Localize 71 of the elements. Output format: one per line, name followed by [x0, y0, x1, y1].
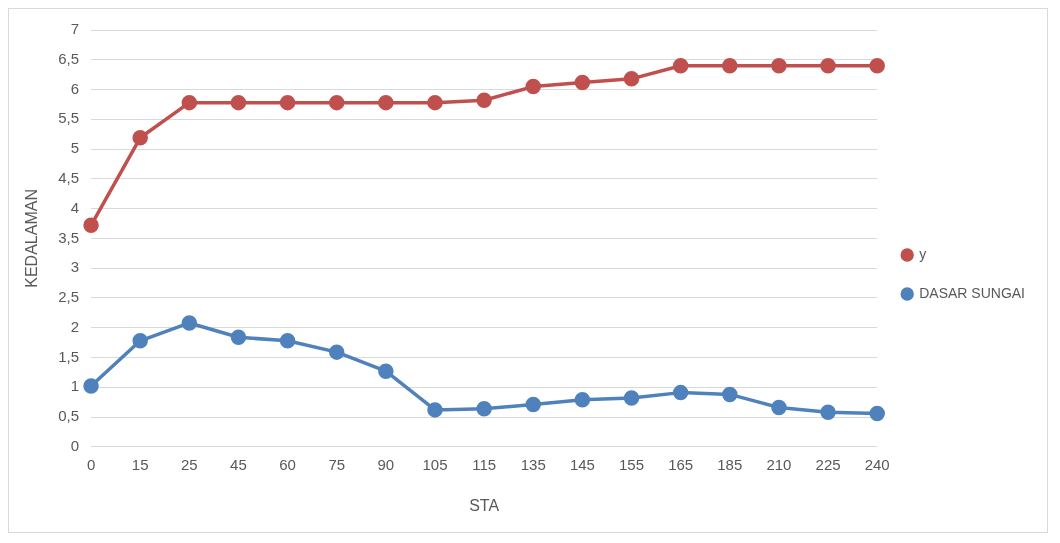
point — [83, 217, 99, 234]
point — [279, 333, 296, 349]
point — [132, 130, 148, 146]
point — [672, 57, 689, 74]
point — [378, 94, 394, 111]
y-axis-title: KEDALAMAN — [23, 189, 41, 288]
y-tick-label: 5,5 — [58, 109, 80, 127]
y-tick-label: 1,5 — [58, 347, 80, 365]
x-tick-label: 165 — [668, 455, 694, 473]
legend-label: DASAR SUNGAI — [919, 284, 1026, 301]
y-tick-label: 3 — [70, 258, 80, 276]
point — [722, 386, 738, 403]
x-tick-label: 25 — [180, 455, 198, 473]
point — [672, 384, 689, 401]
point — [328, 344, 345, 360]
y-tick-label: 0,5 — [58, 407, 80, 425]
point — [574, 392, 591, 408]
x-tick-label: 225 — [815, 455, 841, 473]
y-tick-label: 6,5 — [58, 49, 80, 67]
point — [230, 94, 247, 111]
x-tick-label: 105 — [422, 455, 448, 473]
x-tick-label: 135 — [520, 455, 546, 473]
point — [83, 378, 99, 394]
x-tick-label: 155 — [619, 455, 645, 473]
point — [820, 404, 836, 421]
y-tick-label: 2,5 — [58, 288, 80, 306]
point — [230, 329, 247, 345]
point — [771, 57, 787, 74]
x-tick-label: 115 — [472, 455, 497, 473]
y-tick-label: 7 — [70, 20, 80, 38]
point — [427, 402, 443, 418]
y-tick-label: 5 — [70, 139, 80, 157]
x-tick-label: 210 — [766, 455, 792, 473]
point — [623, 71, 640, 87]
point — [722, 57, 738, 74]
x-tick-label: 145 — [569, 455, 595, 473]
point — [279, 94, 296, 111]
x-tick-label: 185 — [717, 455, 743, 473]
x-tick-label: 0 — [86, 455, 96, 473]
x-tick-label: 15 — [131, 455, 149, 473]
x-tick-label: 75 — [328, 455, 346, 473]
point — [328, 94, 345, 111]
x-tick-label: 60 — [279, 455, 296, 473]
point — [771, 399, 787, 416]
y-tick-label: 6 — [70, 79, 80, 97]
y-tick-label: 1 — [70, 377, 80, 395]
point — [181, 315, 198, 331]
legend-label: y — [919, 245, 927, 262]
x-tick-label: 45 — [230, 455, 247, 473]
point — [427, 94, 443, 111]
chart-frame: STA KEDALAMAN y DASAR SUNGAI 0 15 25 45 60 75 90 105 115 135 145 155 165 185 210 225 240 0 0,5 1 1,5 2 2,5 3 3,5 4 4,5 5 5,5 6 6,5 7 — [8, 8, 1048, 533]
point — [132, 333, 148, 349]
point — [820, 57, 836, 74]
y-tick-label: 4,5 — [58, 169, 80, 186]
point — [623, 390, 640, 406]
y-tick-label: 2 — [70, 317, 80, 335]
point — [476, 400, 492, 417]
y-tick-label: 3,5 — [58, 228, 80, 246]
point — [476, 92, 492, 109]
x-axis-title: STA — [469, 496, 500, 514]
y-tick-label: 0 — [70, 436, 80, 454]
x-tick-label: 90 — [377, 455, 395, 473]
point — [525, 78, 542, 95]
point — [378, 363, 394, 379]
point — [574, 74, 591, 91]
point — [869, 405, 885, 422]
y-tick-label: 4 — [70, 198, 80, 216]
point — [869, 57, 885, 74]
point — [525, 396, 542, 413]
point — [181, 94, 198, 111]
x-tick-label: 240 — [864, 455, 890, 473]
